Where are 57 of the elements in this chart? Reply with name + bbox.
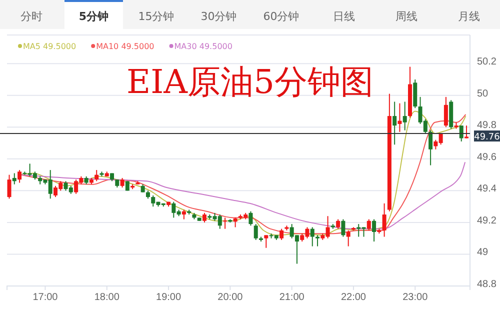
x-tick-label: 21:00	[279, 292, 305, 304]
legend-label: MA5 49.5000	[23, 42, 76, 51]
y-tick-label: 48.8	[477, 279, 497, 290]
legend-label: MA10 49.5000	[96, 42, 154, 51]
text: 分时	[20, 10, 42, 23]
y-tick-label: 49.4	[477, 184, 497, 195]
candlestick	[372, 218, 376, 242]
candlestick	[464, 125, 469, 139]
candlestick	[248, 210, 253, 226]
candlestick	[94, 170, 99, 182]
text: 30分钟	[200, 10, 237, 23]
y-tick-label: 50.2	[477, 56, 497, 68]
text: 5分钟	[78, 10, 109, 23]
candlestick	[346, 230, 350, 247]
candlestick	[310, 226, 314, 247]
y-tick-label: 50	[477, 88, 489, 100]
candlestick	[316, 234, 320, 247]
text: 月线	[458, 10, 480, 23]
text: 15分钟	[138, 10, 174, 23]
legend-label: MA30 49.5000	[174, 42, 232, 51]
candlestick	[398, 102, 402, 132]
candlestick	[7, 174, 12, 200]
candlestick	[382, 202, 386, 238]
candlestick	[366, 218, 371, 231]
y-tick-label: 49	[477, 247, 489, 258]
candlestick	[413, 78, 418, 109]
candlestick	[223, 217, 228, 230]
text: 周线	[395, 10, 418, 23]
candlestick	[459, 125, 464, 142]
candlestick	[233, 217, 238, 228]
y-tick-label: 49.8	[477, 120, 497, 132]
x-tick-label: 19:00	[156, 292, 182, 304]
candlestick	[280, 228, 284, 240]
x-tick-label: 23:00	[402, 292, 428, 304]
candlestick	[341, 218, 346, 238]
candlestick	[444, 96, 448, 128]
candlestick	[336, 218, 340, 230]
candlestick	[120, 177, 124, 188]
ref-line-label: 49.76	[474, 132, 500, 142]
candlestick	[18, 170, 22, 184]
candlestick	[264, 234, 268, 248]
candlestick	[12, 172, 16, 185]
candlestick	[392, 101, 397, 146]
x-tick-label: 17:00	[32, 292, 58, 304]
y-tick-label: 49.2	[477, 215, 497, 226]
x-tick-label: 18:00	[94, 292, 120, 304]
x-tick-label: 20:00	[218, 292, 244, 304]
text: 60分钟	[263, 10, 300, 23]
candlestick	[254, 224, 258, 240]
x-tick-label: 22:00	[340, 292, 366, 304]
candlestick	[428, 130, 433, 166]
candlestick	[182, 209, 186, 220]
text: 日线	[332, 10, 355, 23]
candlestick	[402, 101, 407, 131]
y-tick-label: 49.6	[477, 152, 497, 163]
candlestick	[202, 212, 206, 223]
text: EIA原油5分钟图	[126, 62, 374, 101]
